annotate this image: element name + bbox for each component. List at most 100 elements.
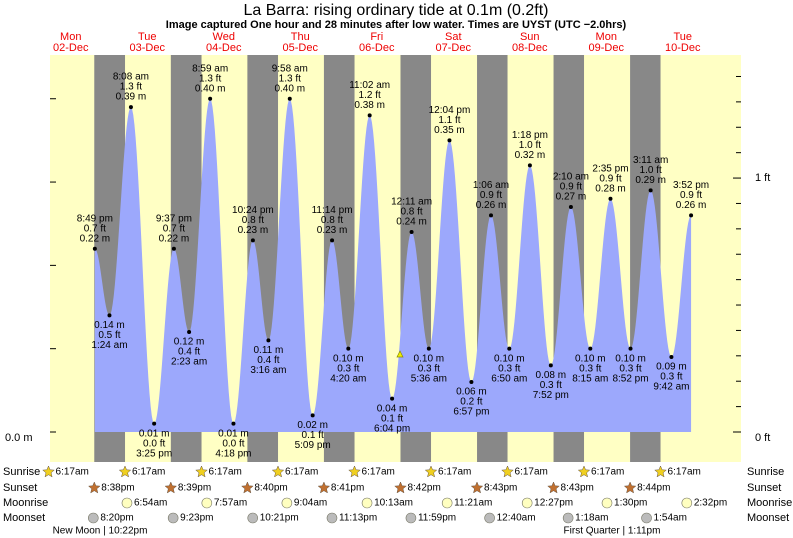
tide-time: 3:16 am	[250, 365, 286, 376]
chart-title: La Barra: rising ordinary tide at 0.1m (…	[243, 2, 548, 19]
moon-phase: First Quarter | 1:11pm	[564, 526, 661, 537]
tide-time: 11:02 am	[349, 80, 390, 91]
tide-time: 2:23 am	[171, 357, 207, 368]
moonrise-icon	[601, 497, 613, 509]
tide-point	[171, 246, 176, 251]
day-date: 02-Dec	[53, 42, 89, 54]
day-date: 09-Dec	[589, 42, 625, 54]
moonrise-icon	[201, 497, 213, 509]
tide-m: 0.24 m	[396, 217, 427, 228]
tide-m: 0.32 m	[515, 150, 546, 161]
tide-ft: 0.9 ft	[599, 173, 621, 184]
moonrise-icon	[441, 497, 453, 509]
tide-ft: 0.5 ft	[98, 330, 120, 341]
row-time: 8:38pm	[101, 483, 134, 494]
tide-m: 0.08 m	[536, 370, 567, 381]
moonset-icon	[326, 512, 338, 524]
day-name: Mon	[60, 31, 81, 43]
tide-ft: 0.3 ft	[337, 363, 359, 374]
tide-point	[648, 188, 653, 193]
tide-m: 0.01 m	[218, 428, 249, 439]
tide-ft: 0.8 ft	[242, 215, 264, 226]
tide-time: 6:04 pm	[374, 423, 410, 434]
tide-m: 0.23 m	[317, 225, 348, 236]
sunrise-icon	[118, 465, 132, 478]
sunset-icon	[317, 481, 331, 494]
row-time: 6:17am	[591, 467, 624, 478]
tide-m: 0.27 m	[556, 192, 587, 203]
tide-point	[527, 163, 532, 168]
tide-time: 1:18 pm	[512, 130, 548, 141]
tide-m: 0.28 m	[595, 183, 626, 194]
tide-m: 0.29 m	[635, 175, 666, 186]
tide-ft: 0.9 ft	[680, 190, 702, 201]
moonset-icon	[562, 512, 574, 524]
row-time: 6:54am	[134, 498, 167, 509]
row-time: 6:17am	[668, 467, 701, 478]
moonrise-icon	[121, 497, 133, 509]
row-time: 12:27pm	[534, 498, 573, 509]
tide-ft: 0.0 ft	[222, 438, 244, 449]
tide-m: 0.09 m	[656, 362, 687, 373]
tide-m: 0.22 m	[159, 233, 190, 244]
tide-ft: 0.1 ft	[381, 413, 403, 424]
tide-time: 5:36 am	[411, 373, 447, 384]
tide-point	[628, 346, 633, 351]
moonrise-icon	[361, 497, 373, 509]
tide-ft: 0.3 ft	[579, 363, 601, 374]
tide-point	[409, 230, 414, 235]
tide-point	[426, 346, 431, 351]
tide-ft: 0.3 ft	[418, 363, 440, 374]
row-time: 8:43pm	[561, 483, 594, 494]
row-time: 10:21pm	[260, 513, 299, 524]
tide-ft: 1.3 ft	[199, 73, 221, 84]
tide-point	[367, 113, 372, 118]
tide-ft: 0.8 ft	[400, 207, 422, 218]
tide-ft: 0.3 ft	[660, 372, 682, 383]
tide-point	[507, 346, 512, 351]
row-time: 11:13pm	[339, 513, 377, 524]
moon-phase: New Moon | 10:22pm	[53, 526, 148, 537]
day-date: 06-Dec	[359, 42, 395, 54]
tide-time: 5:09 pm	[295, 440, 331, 451]
tide-area	[94, 98, 692, 433]
sunset-icon	[623, 481, 637, 494]
tide-m: 0.12 m	[174, 337, 205, 348]
tide-ft: 1.0 ft	[640, 165, 662, 176]
tide-m: 0.02 m	[297, 420, 328, 431]
tide-point	[187, 330, 192, 335]
tide-ft: 0.7 ft	[84, 223, 106, 234]
row-label: Moonset	[3, 512, 45, 524]
tide-point	[390, 396, 395, 401]
tide-ft: 0.0 ft	[143, 438, 165, 449]
sunset-icon	[470, 481, 484, 494]
tide-ft: 0.3 ft	[498, 363, 520, 374]
row-time: 1:18am	[575, 513, 608, 524]
tide-point	[588, 346, 593, 351]
tide-time: 4:18 pm	[215, 448, 251, 459]
sunrise-icon	[501, 465, 514, 478]
tide-ft: 0.9 ft	[480, 190, 502, 201]
tide-m: 0.40 m	[274, 83, 305, 94]
tide-point	[346, 346, 351, 351]
tide-point	[128, 105, 133, 110]
tide-point	[568, 205, 573, 210]
row-time: 6:17am	[515, 467, 548, 478]
row-time: 8:42pm	[407, 483, 440, 494]
tide-point	[152, 421, 157, 426]
tide-m: 0.06 m	[456, 387, 487, 398]
tide-m: 0.10 m	[333, 353, 364, 364]
row-time: 1:30pm	[614, 498, 647, 509]
tide-time: 3:25 pm	[136, 448, 172, 459]
sunset-icon	[164, 481, 178, 494]
row-label: Moonrise	[747, 497, 792, 509]
moonset-icon	[484, 512, 495, 524]
sunset-icon	[87, 481, 101, 494]
sunrise-icon	[42, 465, 55, 478]
row-time: 8:40pm	[254, 483, 287, 494]
tide-m: 0.10 m	[494, 353, 525, 364]
tide-point	[608, 196, 613, 201]
tide-point	[107, 313, 112, 318]
tide-point	[287, 96, 292, 101]
tide-point	[310, 413, 315, 418]
